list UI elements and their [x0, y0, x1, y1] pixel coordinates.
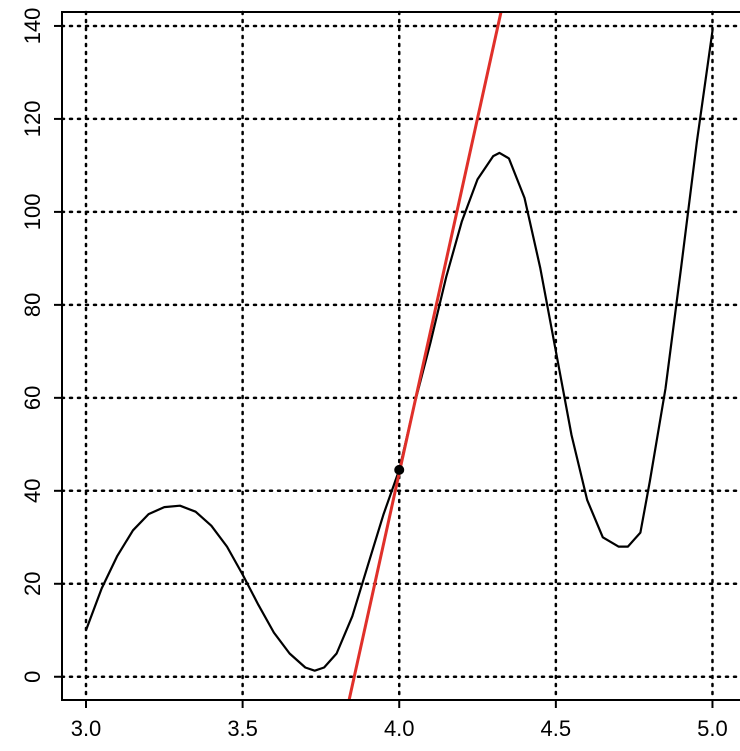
- y-tick-label: 60: [20, 386, 45, 410]
- tangent-line: [347, 12, 503, 700]
- y-axis: 0 20 40 60 80 100 120 140: [20, 8, 62, 683]
- y-tick-label: 20: [20, 572, 45, 596]
- plot-series: [84, 12, 714, 700]
- y-tick-label: 40: [20, 479, 45, 503]
- y-tick-label: 80: [20, 293, 45, 317]
- y-tick-label: 100: [20, 194, 45, 231]
- grid: [60, 10, 740, 702]
- y-tick-label: 0: [20, 671, 45, 683]
- plot-frame: [61, 11, 740, 701]
- y-tick-label: 120: [20, 101, 45, 138]
- x-tick-label: 3.0: [71, 716, 102, 741]
- x-tick-label: 3.5: [227, 716, 258, 741]
- x-axis: 3.0 3.5 4.0 4.5 5.0: [71, 700, 728, 741]
- y-tick-label: 140: [20, 8, 45, 45]
- x-tick-label: 4.0: [384, 716, 415, 741]
- x-tick-label: 4.5: [541, 716, 572, 741]
- x-tick-label: 5.0: [697, 716, 728, 741]
- tangent-point-marker: [394, 464, 405, 475]
